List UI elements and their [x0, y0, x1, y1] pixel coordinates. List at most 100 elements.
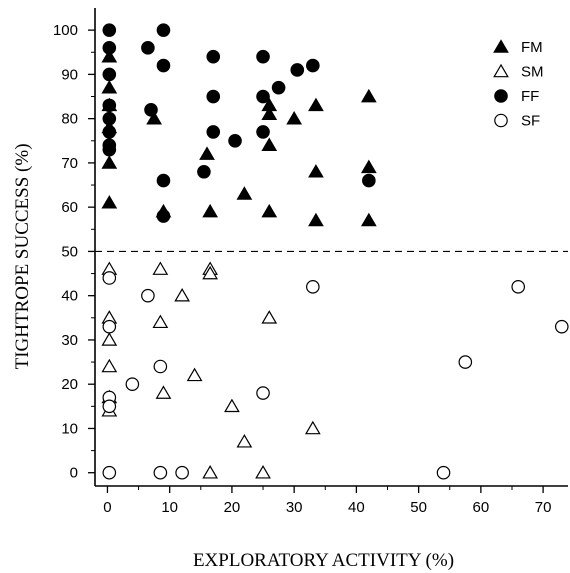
data-point-ff [206, 125, 221, 139]
data-point-ff [141, 41, 155, 55]
data-point-ff [197, 164, 211, 179]
data-point-sf [153, 465, 168, 480]
series-sf [102, 271, 569, 480]
data-point-ff [256, 89, 270, 104]
x-tick-label: 70 [535, 499, 552, 516]
data-point-sm [101, 332, 118, 346]
data-point-fm [146, 110, 162, 125]
y-axis-title: TIGHTROPE SUCCESS (%) [12, 143, 33, 369]
legend-marker-fm [493, 39, 509, 53]
y-tick-label: 30 [61, 332, 78, 349]
data-point-sf [306, 280, 320, 294]
y-tick-label: 0 [70, 465, 78, 482]
data-point-ff [102, 125, 117, 139]
data-point-ff [144, 102, 158, 117]
data-point-ff [156, 58, 171, 73]
data-point-sm [224, 398, 240, 413]
data-point-ff [256, 125, 270, 139]
data-point-ff [156, 173, 171, 188]
axes [94, 8, 568, 487]
data-point-sf [436, 465, 451, 480]
data-point-ff [362, 173, 376, 188]
legend-marker-ff [494, 89, 508, 103]
data-point-sf [102, 319, 117, 334]
data-point-fm [286, 110, 303, 125]
data-point-fm [261, 106, 278, 121]
y-tick-label: 10 [61, 420, 78, 437]
data-point-sm [152, 314, 169, 329]
data-point-fm [360, 159, 377, 174]
series-sm [101, 261, 321, 479]
data-point-ff [228, 133, 242, 148]
y-tick-label: 40 [61, 288, 78, 305]
data-point-sf [256, 386, 270, 400]
data-point-sm [202, 465, 219, 479]
data-point-sm [261, 310, 278, 324]
data-point-sf [102, 271, 117, 285]
data-point-ff [206, 49, 221, 64]
data-point-fm [236, 186, 253, 200]
data-point-sf [511, 280, 526, 294]
legend-label-sf: SF [521, 113, 540, 130]
data-point-sm [255, 465, 271, 479]
legend-label-ff: FF [521, 88, 539, 105]
y-tick-label: 60 [61, 199, 78, 216]
data-point-fm [308, 97, 324, 112]
data-point-sm [236, 434, 253, 448]
data-point-sm [101, 358, 118, 373]
data-point-sf [175, 465, 189, 480]
x-tick-label: 40 [348, 499, 365, 516]
data-point-ff [156, 209, 171, 223]
data-point-fm [261, 203, 278, 218]
legend-label-sm: SM [521, 64, 544, 81]
x-tick-label: 0 [103, 499, 111, 516]
y-tick-label: 20 [61, 376, 78, 393]
data-points [101, 23, 569, 480]
data-point-sm [202, 265, 219, 280]
ticks: 0 10 20 30 40 50 60 70 80 90 100 0 10 20 30 40 50 60 70 [53, 22, 551, 516]
data-point-sm [152, 261, 169, 275]
data-point-fm [308, 212, 324, 227]
legend-marker-sf [494, 113, 508, 128]
data-point-fm [360, 212, 377, 227]
data-point-sm [174, 287, 191, 302]
data-point-ff [102, 67, 117, 82]
data-point-ff [102, 111, 117, 126]
series-ff [102, 23, 376, 223]
x-tick-label: 10 [161, 499, 178, 516]
data-point-ff [306, 58, 320, 73]
data-point-sf [125, 377, 140, 392]
legend-marker-sm [493, 63, 509, 78]
data-point-sf [554, 319, 569, 334]
data-point-ff [102, 98, 117, 113]
data-point-ff [102, 41, 117, 55]
x-tick-label: 60 [473, 499, 490, 516]
y-tick-label: 80 [61, 111, 78, 128]
data-point-sf [458, 355, 473, 369]
y-tick-label: 90 [61, 66, 78, 83]
data-point-ff [102, 142, 117, 157]
data-point-fm [261, 137, 278, 152]
data-point-ff [271, 80, 286, 95]
data-point-fm [101, 48, 118, 63]
data-point-sf [141, 288, 155, 303]
data-point-ff [256, 49, 270, 64]
x-tick-label: 50 [410, 499, 427, 516]
x-tick-label: 30 [286, 499, 303, 516]
data-point-fm [101, 155, 118, 169]
legend-label-fm: FM [521, 39, 543, 56]
data-point-fm [308, 164, 324, 178]
x-axis-title: EXPLORATORY ACTIVITY (%) [193, 550, 454, 571]
data-point-ff [156, 23, 171, 37]
y-tick-label: 50 [61, 243, 78, 260]
data-point-fm [360, 88, 377, 103]
legend: FM SM FF SF [493, 39, 544, 130]
data-point-sf [102, 465, 117, 480]
data-point-ff [290, 63, 305, 77]
y-tick-label: 100 [53, 22, 78, 39]
data-point-ff [102, 23, 117, 37]
x-tick-label: 20 [224, 499, 241, 516]
data-point-fm [202, 203, 219, 218]
data-point-fm [101, 195, 118, 209]
